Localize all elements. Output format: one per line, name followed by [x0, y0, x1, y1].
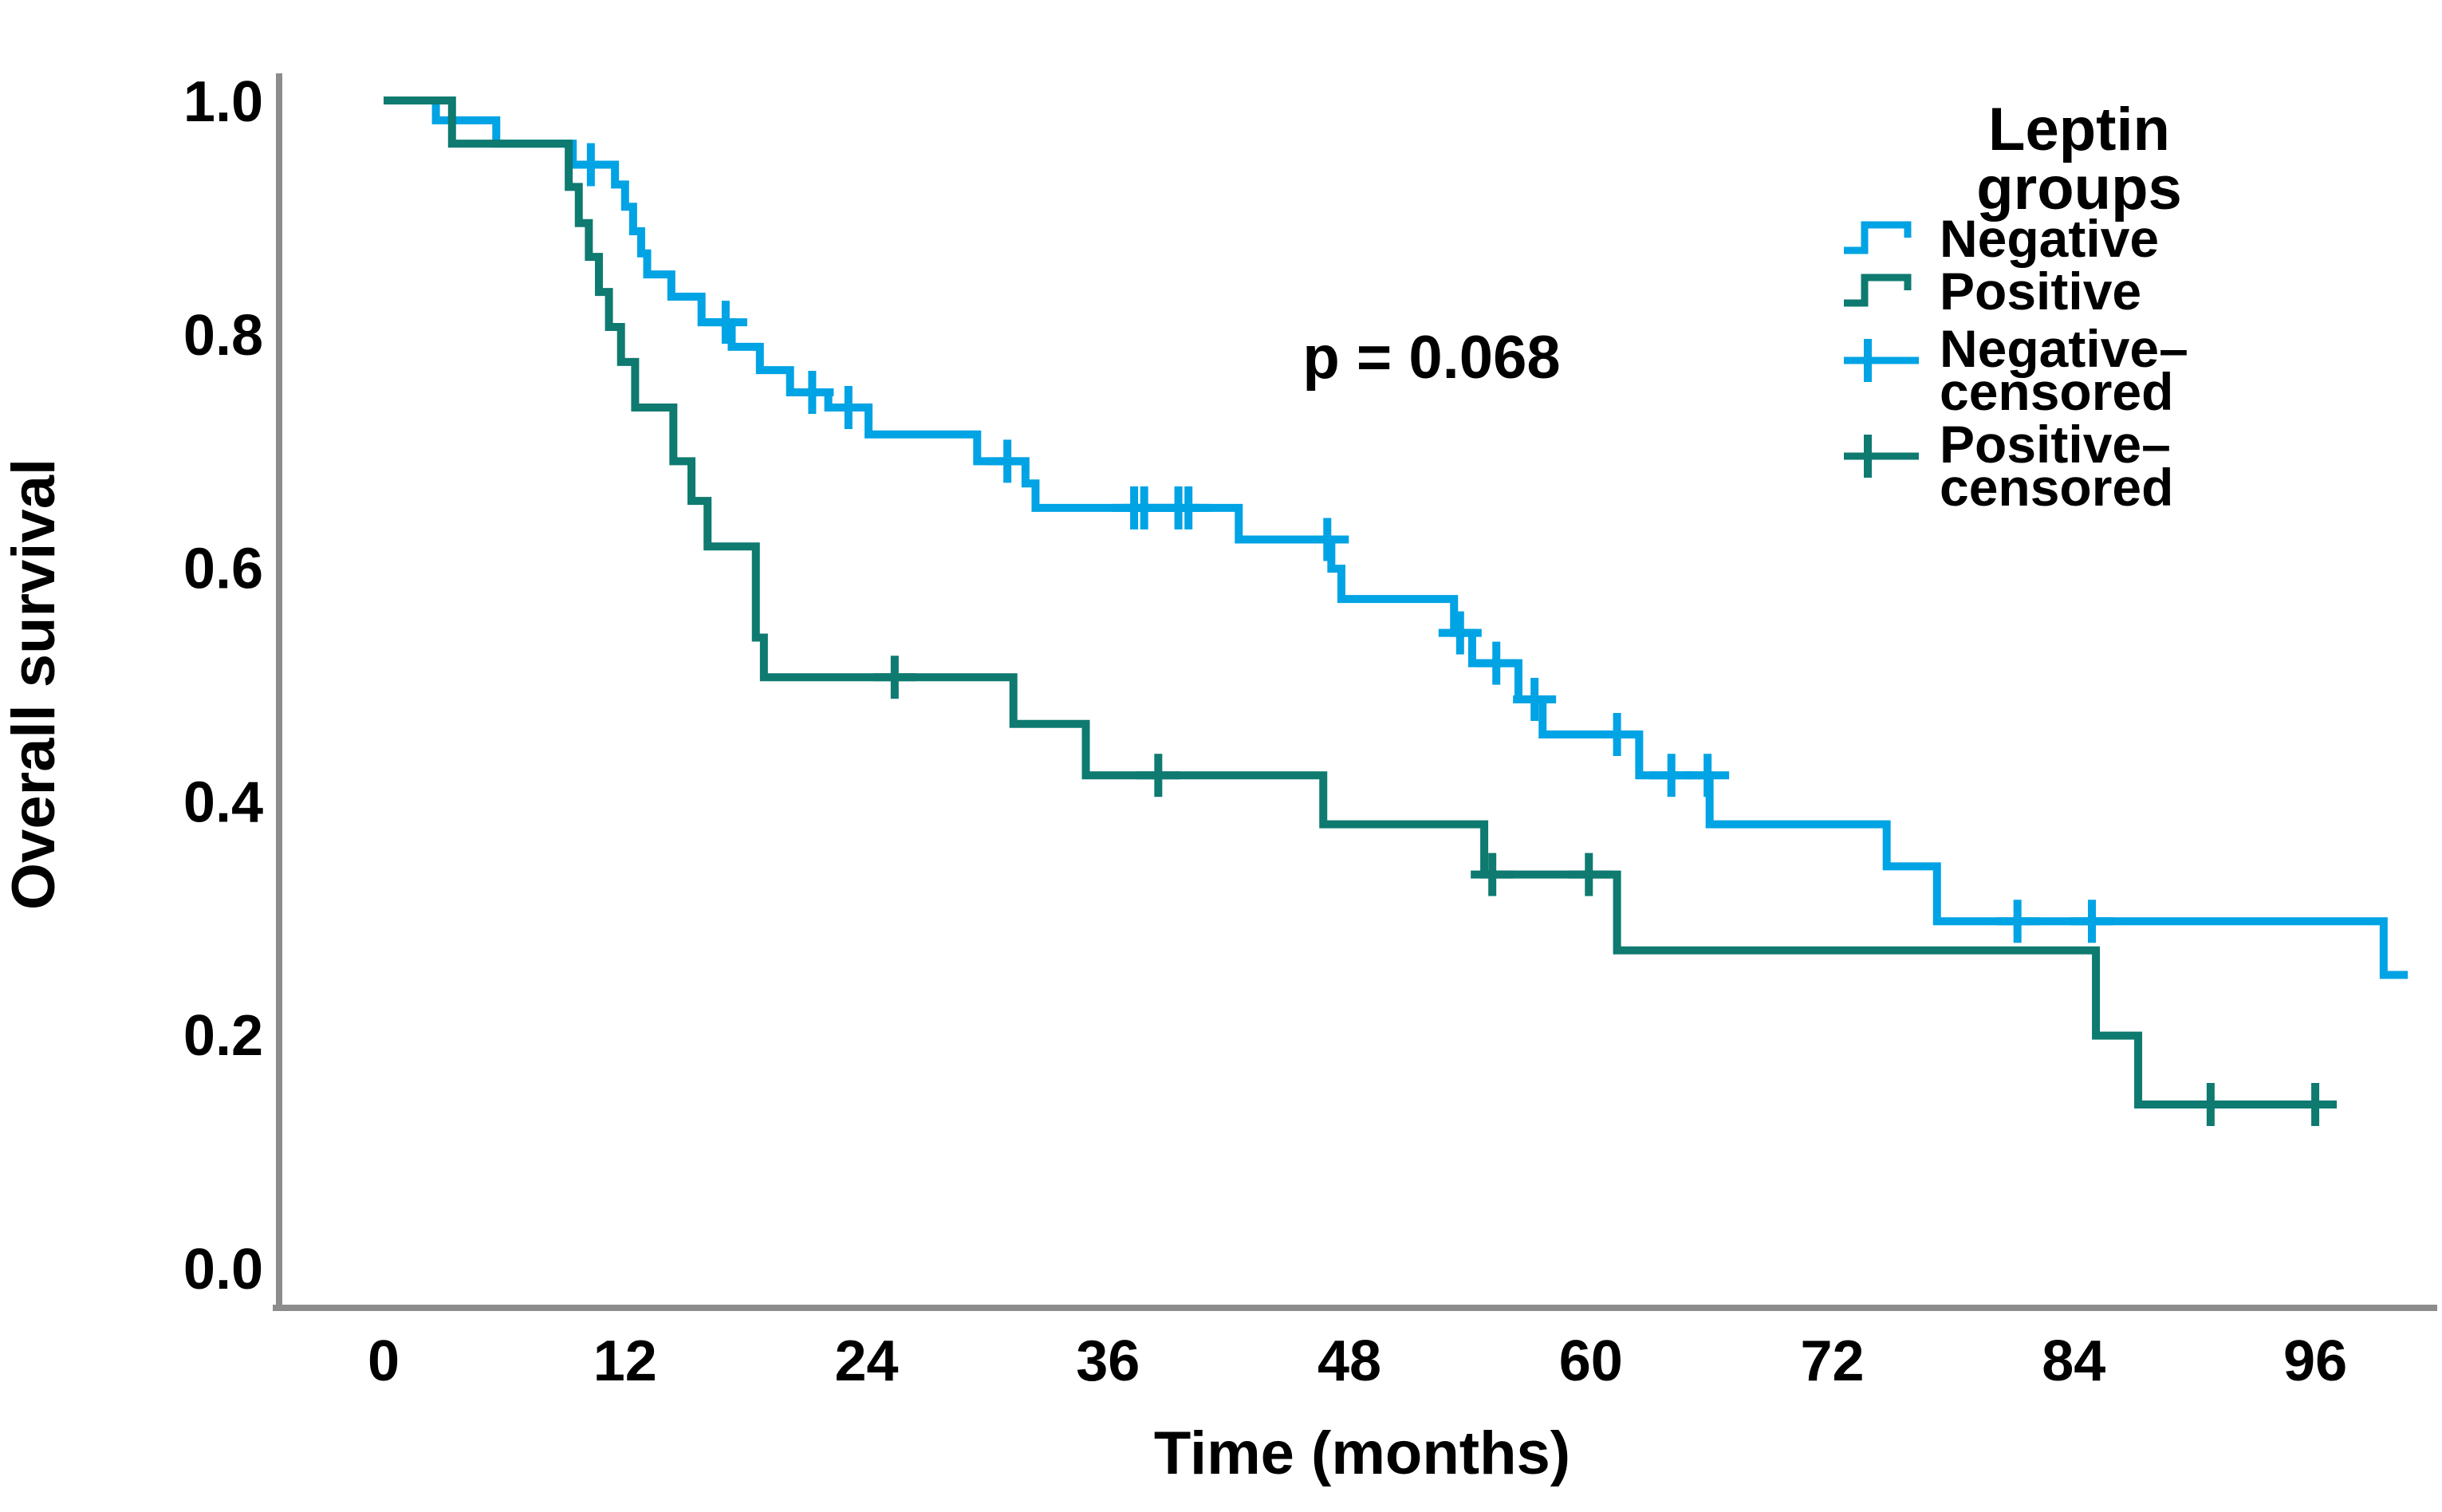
legend-title-line1: Leptin: [1988, 96, 2170, 163]
legend-title-line2: groups: [1976, 155, 2182, 222]
legend-items: NegativePositiveNegative–censoredPositiv…: [1844, 209, 2188, 517]
legend-item-negative: Negative: [1844, 209, 2159, 268]
p-value-annotation: p = 0.068: [1302, 324, 1560, 392]
legend-item-label: Negative: [1940, 209, 2159, 268]
y-tick-label: 1.0: [183, 70, 263, 134]
legend-item-label: Negative–: [1940, 319, 2188, 378]
series-positive: [384, 96, 2338, 1127]
series-negative: [384, 96, 2409, 979]
legend: Leptin groups NegativePositiveNegative–c…: [1844, 96, 2188, 517]
step-line-icon: [1844, 274, 1912, 307]
x-tick-label: 24: [834, 1329, 898, 1393]
legend-item-label: censored: [1940, 458, 2173, 517]
y-tick-label: 0.4: [183, 770, 263, 834]
x-tick-label: 48: [1317, 1329, 1381, 1393]
legend-item-positive-censored: Positive–censored: [1844, 415, 2173, 517]
y-tick-label: 0.8: [183, 304, 263, 368]
legend-item-label: Positive–: [1940, 415, 2171, 474]
x-axis: 0 12 24 36 48 60 72 84 96 Time (months): [273, 1305, 2437, 1487]
negative-censor-marks: [569, 143, 2114, 943]
y-tick-label: 0.0: [183, 1238, 263, 1301]
x-tick-label: 60: [1559, 1329, 1623, 1393]
y-tick-labels: 1.0 0.8 0.6 0.4 0.2 0.0: [183, 70, 263, 1301]
x-tick-label: 72: [1801, 1329, 1865, 1393]
y-tick-label: 0.2: [183, 1004, 263, 1068]
x-tick-label: 36: [1076, 1329, 1140, 1393]
legend-item-positive: Positive: [1844, 262, 2141, 321]
x-tick-label: 96: [2283, 1329, 2347, 1393]
x-tick-label: 0: [368, 1329, 400, 1393]
step-line-icon: [1844, 221, 1912, 254]
p-value-text: p = 0.068: [1302, 324, 1560, 392]
x-tick-label: 84: [2042, 1329, 2105, 1393]
y-tick-label: 0.6: [183, 537, 263, 601]
x-tick-labels: 0 12 24 36 48 60 72 84 96: [368, 1329, 2347, 1393]
x-tick-label: 12: [593, 1329, 657, 1393]
positive-censor-marks: [872, 656, 2338, 1127]
survival-curves: [384, 96, 2409, 1127]
legend-item-label: Positive: [1940, 262, 2141, 321]
legend-item-negative-censored: Negative–censored: [1844, 319, 2188, 421]
x-axis-title: Time (months): [1154, 1419, 1570, 1487]
y-axis-title: Overall survival: [0, 459, 68, 910]
y-axis: 1.0 0.8 0.6 0.4 0.2 0.0 Overall survival: [0, 70, 282, 1311]
legend-item-label: censored: [1940, 362, 2173, 421]
